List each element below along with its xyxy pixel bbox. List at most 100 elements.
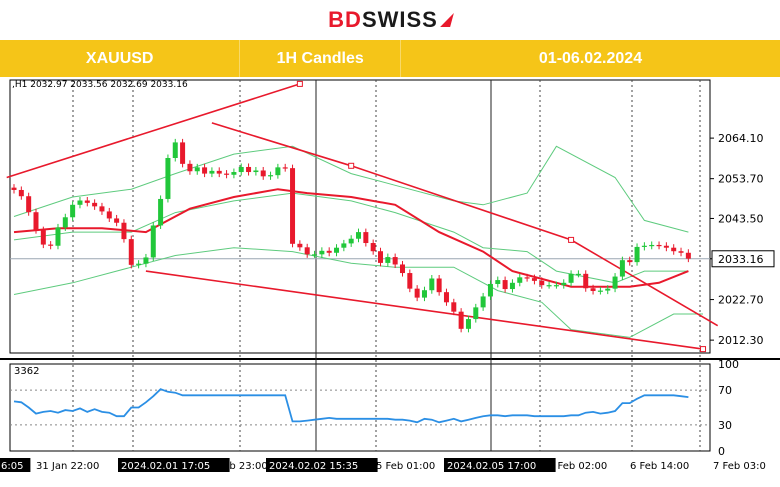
x-label-highlight — [444, 458, 556, 472]
candle-body — [370, 243, 376, 252]
x-label-highlight — [266, 458, 378, 472]
x-axis-label: Feb 23:00 — [218, 461, 268, 472]
trendline-anchor — [700, 346, 707, 353]
candle-body — [487, 283, 493, 297]
candle-body — [597, 290, 603, 292]
candle-body — [282, 167, 288, 169]
x-axis-label: 6:05 — [1, 461, 23, 472]
price-tick-label: 2064.10 — [718, 132, 764, 145]
candle-body — [253, 170, 259, 173]
candle-body — [92, 202, 98, 207]
candle-body — [348, 238, 354, 244]
candle-body — [18, 189, 24, 197]
candle-body — [385, 257, 391, 263]
candle-body — [209, 170, 215, 174]
candle-body — [341, 243, 347, 248]
candle-body — [77, 200, 83, 205]
price-chart: 2064.10 2053.70 2043.50 2033.16 2022.70 2012.… — [0, 79, 780, 472]
price-pane-frame — [9, 79, 711, 354]
price-tick-label: 2043.50 — [718, 212, 764, 225]
candle-body — [216, 170, 222, 174]
candle-body — [436, 278, 442, 293]
candle-body — [326, 250, 332, 253]
candle-body — [297, 243, 303, 248]
candle-body — [84, 200, 90, 203]
candle-body — [172, 142, 178, 158]
candle-body — [524, 277, 530, 279]
candle-body — [421, 290, 427, 298]
x-label-highlight — [0, 458, 31, 472]
banner-symbol: XAUUSD — [0, 40, 241, 77]
candle-body — [106, 211, 112, 219]
banner-timeframe: 1H Candles — [240, 40, 401, 77]
candle-body — [619, 260, 625, 277]
rsi-tick-label: 100 — [718, 358, 739, 371]
candle-body — [465, 319, 471, 329]
trendline-anchor — [348, 162, 355, 169]
candle-body — [685, 252, 691, 259]
trendline-upper-channel — [6, 83, 301, 179]
rsi-line — [13, 388, 689, 424]
x-axis-label: 2024.02.05 17:00 — [447, 461, 536, 472]
candle-body — [26, 196, 32, 213]
candle-body — [268, 175, 274, 177]
candle-body — [458, 311, 464, 329]
x-axis-label: 2024.02.01 17:05 — [121, 461, 210, 472]
candle-body — [312, 254, 318, 256]
candle-body — [568, 273, 574, 283]
candle-body — [678, 251, 684, 253]
candle-body — [641, 245, 647, 247]
candle-body — [634, 246, 640, 263]
candle-body — [612, 276, 618, 289]
candle-body — [480, 296, 486, 308]
candle-body — [451, 302, 457, 312]
x-axis-label: 6 Feb 02:00 — [548, 461, 607, 472]
rsi-tick-label: 70 — [718, 384, 732, 397]
candle-body — [224, 173, 230, 175]
candle-body — [663, 245, 669, 248]
candle-body — [407, 273, 413, 289]
candle-body — [180, 142, 186, 164]
candle-body — [392, 257, 398, 265]
x-axis-label: 2024.02.02 15:35 — [269, 461, 358, 472]
x-axis-label: 31 Jan 22:00 — [36, 461, 99, 472]
x-axis-label: 6 Feb 14:00 — [630, 461, 689, 472]
candle-body — [260, 170, 266, 177]
candle-body — [656, 244, 662, 247]
bollinger-middle-line — [13, 192, 689, 284]
candle-body — [495, 280, 501, 284]
candle-body — [509, 282, 515, 290]
price-tick-label: 2012.30 — [718, 334, 764, 347]
candle-body — [55, 227, 61, 246]
candle-body — [649, 244, 655, 247]
price-tick-label: 2053.70 — [718, 173, 764, 186]
brand-swiss: SWISS — [361, 7, 438, 32]
x-label-highlight — [118, 458, 230, 472]
candle-body — [531, 278, 537, 281]
candle-body — [70, 204, 76, 218]
candle-body — [246, 166, 252, 173]
candle-body — [121, 222, 127, 240]
candle-body — [575, 273, 581, 276]
candle-body — [99, 206, 105, 212]
candle-body — [473, 307, 479, 320]
candle-body — [158, 198, 164, 226]
candle-body — [238, 166, 244, 173]
candle-body — [399, 264, 405, 274]
candle-body — [202, 167, 208, 174]
candle-body — [165, 158, 171, 199]
rsi-tick-label: 0 — [718, 445, 725, 458]
candle-body — [590, 288, 596, 291]
candle-body — [627, 260, 633, 263]
bollinger-lower-line — [13, 247, 703, 338]
candle-body — [583, 273, 589, 289]
candle-body — [275, 167, 281, 176]
trendline-anchor — [568, 236, 575, 243]
candle-body — [290, 168, 296, 244]
candle-body — [231, 172, 237, 175]
candle-body — [363, 232, 369, 244]
candle-body — [136, 263, 142, 265]
rsi-tick-label: 30 — [718, 419, 732, 432]
candle-body — [128, 239, 134, 265]
candle-body — [48, 244, 54, 246]
